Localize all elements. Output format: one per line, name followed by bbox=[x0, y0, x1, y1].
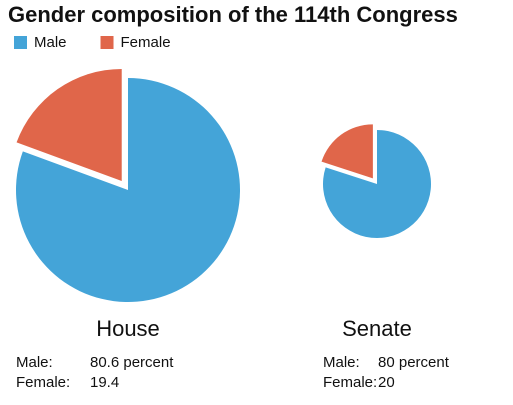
legend-label: Female bbox=[121, 34, 171, 51]
chart-title: House bbox=[96, 316, 160, 341]
legend-swatch bbox=[14, 36, 27, 49]
pie-slice bbox=[15, 78, 241, 303]
row-label: Female: bbox=[323, 374, 377, 391]
value-label: 19.4 bbox=[90, 374, 119, 391]
value-label: 20 bbox=[378, 374, 395, 391]
title: Gender composition of the 114th Congress bbox=[8, 2, 458, 27]
chart-title: Senate bbox=[342, 316, 412, 341]
row-label: Female: bbox=[16, 374, 70, 391]
value-label: 80 percent bbox=[378, 354, 450, 371]
value-label: 80.6 percent bbox=[90, 354, 174, 371]
pie-slice bbox=[16, 68, 122, 181]
row-label: Male: bbox=[323, 354, 360, 371]
legend-label: Male bbox=[34, 34, 67, 51]
pie-slice bbox=[321, 124, 373, 179]
pie-slice bbox=[323, 130, 432, 239]
legend-swatch bbox=[100, 36, 114, 49]
row-label: Male: bbox=[16, 354, 53, 371]
